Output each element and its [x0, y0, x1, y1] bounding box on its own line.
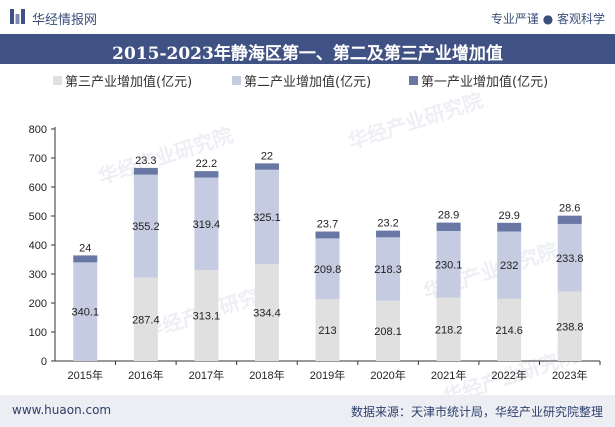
data-label-secondary: 340.1	[72, 307, 100, 319]
data-label-tertiary: 287.4	[132, 314, 160, 326]
bar-tertiary	[497, 298, 522, 361]
x-tick-label: 2021年	[431, 368, 466, 382]
y-tick-label: 400	[29, 240, 47, 252]
bar-tertiary	[133, 277, 158, 361]
legend-item-secondary: 第二产业增加值(亿元)	[232, 71, 371, 90]
data-label-secondary: 355.2	[132, 221, 160, 233]
data-label-primary: 22.2	[196, 158, 217, 170]
data-label-primary: 29.9	[498, 210, 519, 222]
bar-primary	[497, 222, 522, 232]
data-label-tertiary: 214.6	[495, 325, 523, 337]
bar-primary	[315, 231, 340, 239]
bar-tertiary	[315, 299, 340, 361]
data-label-secondary: 325.1	[253, 212, 281, 224]
bar-primary	[73, 255, 98, 263]
data-label-tertiary: 218.2	[435, 324, 463, 336]
x-tick-label: 2016年	[128, 368, 163, 382]
bar-secondary	[376, 237, 401, 301]
x-tick-label: 2023年	[552, 368, 587, 382]
footer-website: www.huaon.com	[12, 403, 112, 417]
legend-label-tertiary: 第三产业增加值(亿元)	[65, 75, 193, 90]
data-label-tertiary: 334.4	[253, 308, 281, 320]
bar-primary	[376, 230, 401, 238]
bar-tertiary	[436, 297, 461, 361]
bar-secondary	[73, 262, 98, 361]
y-tick-label: 200	[29, 298, 47, 310]
y-tick-label: 700	[29, 153, 47, 165]
chart-title: 2015-2023年静海区第一、第二及第三产业增加值	[112, 44, 503, 64]
bar-primary	[194, 171, 219, 178]
data-label-primary: 24	[79, 242, 91, 254]
bar-primary	[557, 215, 582, 224]
x-tick-label: 2018年	[249, 368, 284, 382]
brand-name: 华经情报网	[32, 13, 98, 28]
legend: 第三产业增加值(亿元) 第二产业增加值(亿元) 第一产业增加值(亿元)	[0, 71, 615, 93]
data-label-primary: 28.6	[559, 203, 580, 215]
bar-secondary	[557, 223, 582, 292]
y-tick-label: 600	[29, 182, 47, 194]
bar-primary	[254, 163, 279, 170]
data-label-secondary: 232	[500, 260, 518, 272]
bar-tertiary	[557, 291, 582, 361]
x-tick-label: 2017年	[189, 368, 224, 382]
x-tick-label: 2020年	[370, 368, 405, 382]
legend-label-secondary: 第二产业增加值(亿元)	[244, 75, 372, 90]
footer: www.huaon.com 数据来源：天津市统计局，华经产业研究院整理	[0, 395, 615, 427]
legend-swatch-primary	[409, 76, 418, 85]
data-label-tertiary: 208.1	[374, 326, 402, 338]
bar-tertiary	[194, 270, 219, 361]
bar-secondary	[436, 230, 461, 298]
y-tick-label: 300	[29, 269, 47, 281]
data-label-primary: 28.9	[438, 210, 459, 222]
bar-secondary	[194, 177, 219, 271]
y-tick-label: 800	[29, 124, 47, 136]
data-label-tertiary: 213	[318, 325, 336, 337]
y-tick-label: 0	[41, 356, 47, 368]
x-tick-label: 2022年	[491, 368, 526, 382]
title-bar: 2015-2023年静海区第一、第二及第三产业增加值	[0, 34, 615, 64]
bar-tertiary	[254, 264, 279, 361]
data-label-tertiary: 313.1	[193, 311, 221, 323]
logo-icon	[10, 9, 25, 24]
data-label-primary: 23.2	[377, 218, 398, 230]
data-label-secondary: 209.8	[314, 264, 342, 276]
y-tick-label: 500	[29, 211, 47, 223]
legend-item-tertiary: 第三产业增加值(亿元)	[53, 71, 192, 90]
data-label-secondary: 230.1	[435, 259, 463, 271]
data-label-secondary: 218.3	[374, 264, 402, 276]
data-label-primary: 23.7	[317, 219, 338, 231]
bar-secondary	[315, 238, 340, 300]
stacked-bar-chart: 0 100 200 300 400 500 600 700 800 340.1 24 2015年 287…	[29, 124, 601, 382]
legend-swatch-secondary	[232, 76, 241, 85]
legend-label-primary: 第一产业增加值(亿元)	[421, 75, 549, 90]
y-tick-label: 100	[29, 327, 47, 339]
legend-swatch-tertiary	[53, 76, 62, 85]
bar-primary	[133, 167, 158, 175]
data-label-primary: 23.3	[135, 155, 156, 167]
data-label-secondary: 233.8	[556, 253, 584, 265]
bar-tertiary	[376, 300, 401, 361]
data-label-secondary: 319.4	[193, 219, 221, 231]
data-label-tertiary: 238.8	[556, 321, 584, 333]
legend-item-primary: 第一产业增加值(亿元)	[409, 71, 548, 90]
x-tick-label: 2015年	[68, 368, 103, 382]
bar-secondary	[133, 174, 158, 278]
data-label-primary: 22	[261, 150, 273, 162]
bar-secondary	[254, 169, 279, 265]
footer-source: 数据来源：天津市统计局，华经产业研究院整理	[350, 405, 603, 419]
top-bar: 华经情报网 专业严谨 ● 客观科学	[0, 0, 615, 34]
bar-secondary	[497, 231, 522, 299]
x-tick-label: 2019年	[310, 368, 345, 382]
tagline: 专业严谨 ● 客观科学	[490, 12, 605, 26]
bar-primary	[436, 222, 461, 231]
